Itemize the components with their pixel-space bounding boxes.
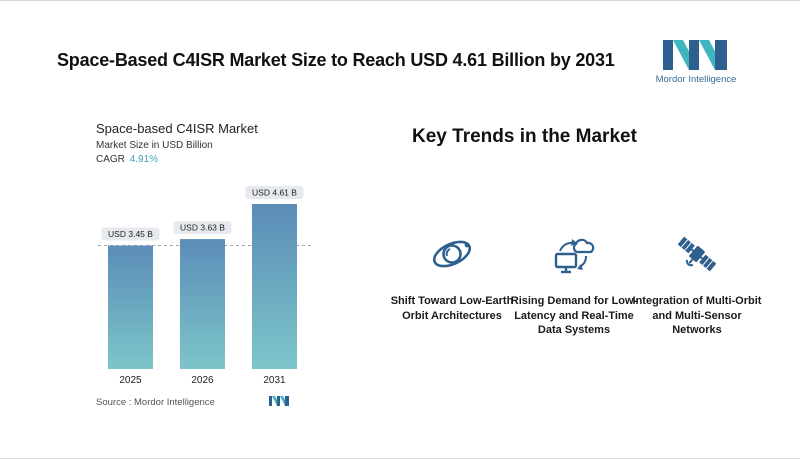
trend-label: Shift Toward Low-Earth Orbit Architectur…: [390, 295, 514, 322]
trend-item-latency: Rising Demand for Low-Latency and Real-T…: [504, 230, 644, 336]
data-label: USD 4.61 B: [252, 188, 297, 198]
logo-text: Mordor Intelligence: [655, 74, 737, 85]
cagr-line: CAGR 4.91%: [96, 154, 158, 165]
chart-subtitle: Market Size in USD Billion: [96, 140, 213, 151]
x-tick-label: 2026: [191, 375, 214, 386]
mordor-intelligence-logo: Mordor Intelligence: [655, 38, 737, 90]
x-tick-label: 2025: [119, 375, 142, 386]
data-label: USD 3.45 B: [108, 229, 153, 239]
trend-item-multi-orbit: Integration of Multi-Orbit and Multi-Sen…: [627, 230, 767, 336]
bar-2031: [252, 204, 297, 369]
trend-item-leo: Shift Toward Low-Earth Orbit Architectur…: [382, 230, 522, 322]
cloud-monitor-icon: [554, 238, 595, 274]
trend-label: Integration of Multi-Orbit and Multi-Sen…: [632, 295, 762, 336]
data-label-bg: [173, 221, 232, 235]
logo-mark-icon: [663, 40, 727, 70]
data-label: USD 3.63 B: [180, 223, 225, 233]
data-label-bg: [101, 227, 160, 241]
chart-source: Source : Mordor Intelligence: [96, 397, 215, 408]
cagr-value: 4.91%: [129, 154, 159, 165]
trends-title: Key Trends in the Market: [412, 126, 637, 147]
chart-title: Space-based C4ISR Market: [96, 121, 258, 136]
bar-2026: [180, 239, 225, 369]
cagr-label: CAGR: [96, 154, 125, 165]
satellite-icon: [677, 236, 717, 272]
page-title: Space-Based C4ISR Market Size to Reach U…: [57, 50, 615, 70]
orbit-icon: [432, 240, 472, 268]
x-tick-label: 2031: [263, 375, 286, 386]
data-label-bg: [245, 186, 304, 199]
mini-logo-icon: [269, 396, 289, 406]
trend-label: Rising Demand for Low-Latency and Real-T…: [510, 295, 638, 336]
bar-2025: [108, 245, 153, 369]
